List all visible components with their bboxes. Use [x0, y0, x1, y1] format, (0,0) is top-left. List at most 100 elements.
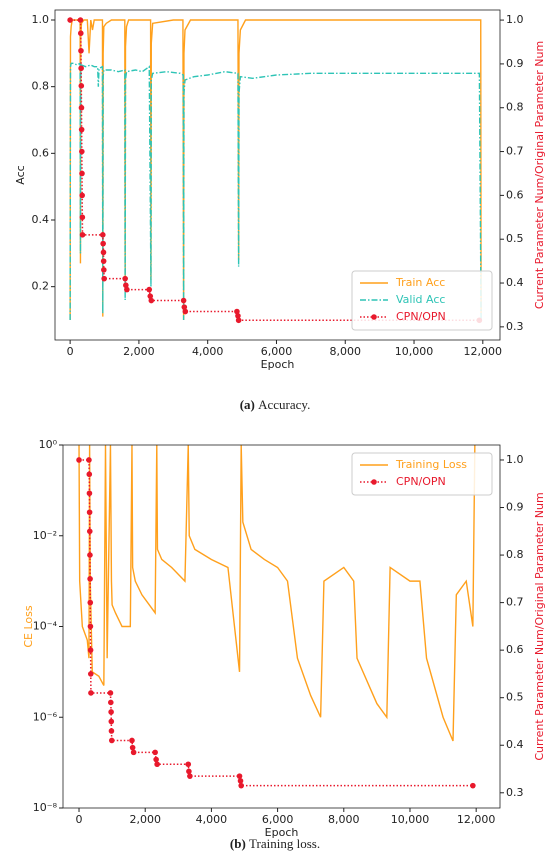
series-marker: [87, 647, 94, 653]
series-marker: [101, 267, 107, 273]
legend: Train Acc Valid Acc CPN/OPN: [351, 270, 493, 331]
y-tick-label: 0.8: [32, 80, 50, 93]
legend: Training Loss CPN/OPN: [351, 452, 493, 496]
series-marker: [87, 599, 94, 606]
x-tick-label: 10,000: [395, 345, 434, 358]
y2-tick-label: 0.5: [506, 691, 524, 704]
y2-tick-label: 0.3: [506, 786, 524, 799]
y-tick-label: 0.6: [32, 146, 50, 159]
series-line: [78, 445, 476, 742]
y2-axis-label: Current Parameter Num/Original Parameter…: [533, 41, 546, 309]
series-marker: [77, 30, 84, 37]
series-marker: [87, 623, 94, 630]
series-marker: [79, 170, 85, 177]
x-tick-label: 12,000: [464, 345, 503, 358]
y-tick-label: 1.0: [32, 13, 50, 26]
series-marker: [237, 778, 244, 784]
y-tick-label: 10⁰: [39, 438, 58, 451]
series-marker: [187, 773, 193, 779]
series-marker: [147, 293, 154, 299]
series-marker: [238, 782, 244, 789]
series-marker: [78, 47, 84, 54]
series-marker: [76, 457, 82, 463]
x-tick-label: 6,000: [261, 345, 293, 358]
series-marker: [67, 17, 73, 23]
y2-tick-label: 0.4: [506, 276, 524, 289]
series-marker: [182, 308, 189, 315]
series-marker: [122, 275, 128, 282]
series-marker: [235, 317, 242, 324]
series-marker: [153, 756, 159, 763]
y2-tick-label: 0.9: [506, 57, 524, 70]
x-tick-label: 4,000: [196, 813, 228, 826]
legend-label: Train Acc: [395, 276, 445, 289]
series-marker: [86, 509, 93, 516]
series-marker: [470, 782, 476, 789]
series-marker: [86, 457, 92, 463]
series-line: [69, 62, 482, 321]
x-tick-label: 2,000: [129, 813, 161, 826]
legend-label: Training Loss: [395, 458, 467, 471]
series-marker: [86, 471, 93, 478]
caption-text: Accuracy.: [258, 397, 310, 412]
series-marker: [78, 65, 84, 72]
y2-tick-label: 0.6: [506, 188, 524, 201]
series-marker: [100, 240, 106, 247]
legend-box: [351, 452, 493, 496]
series-marker: [154, 761, 160, 768]
legend-marker: [371, 479, 377, 485]
y2-tick-label: 0.7: [506, 145, 524, 158]
series-marker: [148, 297, 155, 304]
x-axis-label: Epoch: [261, 358, 295, 371]
series-marker: [146, 286, 153, 293]
x-axis-label: Epoch: [265, 826, 299, 839]
y-tick-label: 10⁻⁴: [33, 620, 58, 633]
series-marker: [100, 258, 107, 264]
series-marker: [152, 749, 158, 756]
y2-tick-label: 0.6: [506, 643, 524, 656]
x-tick-label: 8,000: [329, 345, 361, 358]
series-marker: [108, 718, 115, 725]
series-line: [79, 459, 473, 787]
y2-tick-label: 1.0: [506, 453, 524, 466]
series-marker: [79, 214, 86, 221]
x-tick-label: 8,000: [328, 813, 360, 826]
series-marker: [79, 192, 85, 199]
y-tick-label: 10⁻²: [33, 529, 57, 542]
legend-box: [351, 270, 493, 331]
series-marker: [108, 737, 115, 744]
y2-tick-label: 0.5: [506, 232, 524, 245]
y2-tick-label: 0.4: [506, 738, 524, 751]
y2-tick-label: 1.0: [506, 13, 524, 26]
series-marker: [79, 148, 85, 155]
series-marker: [78, 104, 85, 111]
y-tick-label: 10⁻⁶: [33, 710, 58, 723]
caption-text: Training loss.: [249, 836, 320, 851]
y-tick-label: 0.4: [32, 213, 50, 226]
series-marker: [78, 83, 85, 89]
series-marker: [87, 576, 93, 582]
series-marker: [101, 275, 107, 282]
plot-area: [67, 17, 483, 324]
caption-label: (a): [240, 397, 255, 412]
series-marker: [100, 249, 107, 256]
series-marker: [100, 232, 106, 238]
legend-label: CPN/OPN: [396, 475, 446, 488]
series-marker: [78, 126, 85, 133]
series-marker: [180, 297, 187, 304]
y-tick-label: 0.2: [32, 280, 50, 293]
x-tick-label: 2,000: [123, 345, 155, 358]
caption-label: (b): [230, 836, 246, 851]
caption: (b) Training loss.: [230, 836, 320, 851]
series-marker: [185, 761, 192, 768]
plot-area: [76, 445, 476, 789]
y2-tick-label: 0.7: [506, 596, 524, 609]
series-marker: [107, 699, 114, 706]
x-tick-label: 0: [67, 345, 74, 358]
x-tick-label: 6,000: [262, 813, 294, 826]
series-marker: [234, 308, 240, 315]
y-tick-label: 10⁻⁸: [33, 801, 58, 814]
y2-axis-label: Current Parameter Num/Original Parameter…: [533, 492, 546, 760]
legend-label: CPN/OPN: [396, 310, 446, 323]
y2-tick-label: 0.3: [506, 320, 524, 333]
